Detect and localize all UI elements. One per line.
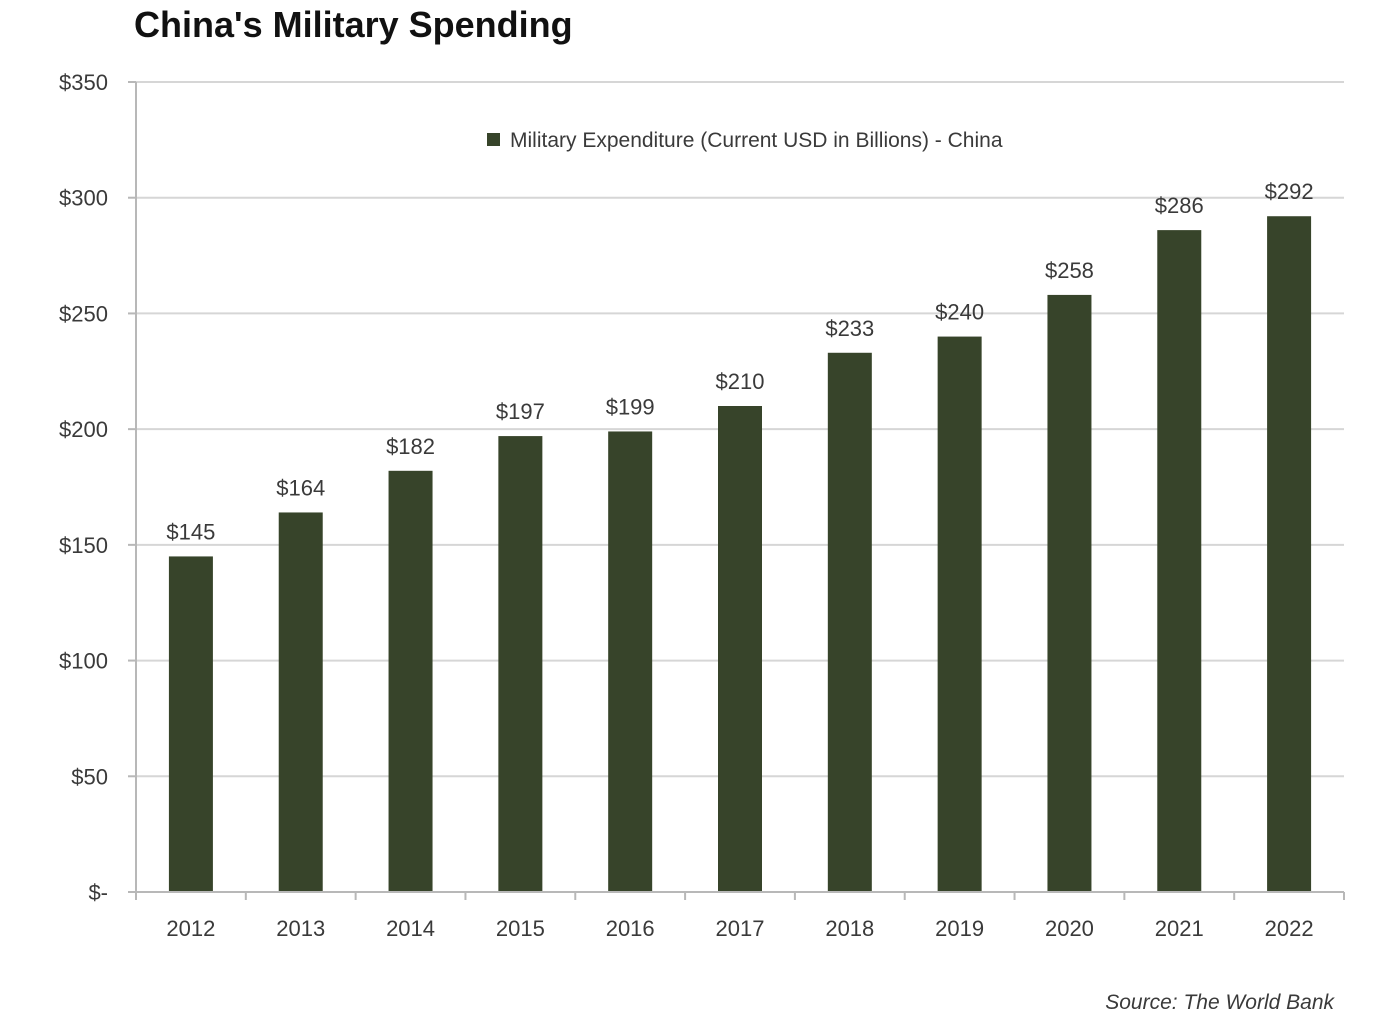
source-note: Source: The World Bank bbox=[1105, 991, 1335, 1014]
data-label: $199 bbox=[606, 394, 655, 419]
bar bbox=[1157, 230, 1202, 893]
x-tick-label: 2022 bbox=[1265, 916, 1314, 941]
x-tick-label: 2014 bbox=[386, 916, 435, 941]
bar bbox=[827, 352, 872, 892]
data-label: $164 bbox=[276, 475, 325, 500]
y-tick-label: $150 bbox=[59, 533, 108, 558]
x-tick-label: 2019 bbox=[935, 916, 984, 941]
x-tick-label: 2013 bbox=[276, 916, 325, 941]
data-label: $240 bbox=[935, 300, 984, 325]
data-label: $286 bbox=[1155, 193, 1204, 218]
data-label: $292 bbox=[1265, 179, 1314, 204]
data-labels: $145 $164 $182 $197 $199 $210 $233 $240 $258 $286… bbox=[166, 179, 1313, 544]
x-tick-label: 2020 bbox=[1045, 916, 1094, 941]
y-tick-label: $250 bbox=[59, 301, 108, 326]
x-axis-tick-labels: 2012 2013 2014 2015 2016 2017 2018 2019 2020 2021… bbox=[166, 916, 1313, 941]
chart-title: China's Military Spending bbox=[134, 4, 573, 45]
x-tick-label: 2015 bbox=[496, 916, 545, 941]
bar bbox=[498, 436, 543, 892]
y-tick-label: $- bbox=[88, 880, 108, 905]
y-tick-label: $300 bbox=[59, 186, 108, 211]
y-tick-label: $350 bbox=[59, 70, 108, 95]
data-label: $233 bbox=[825, 316, 874, 341]
legend-label: Military Expenditure (Current USD in Bil… bbox=[510, 129, 1003, 152]
y-axis-tick-labels: $- $50 $100 $150 $200 $250 $300 $350 bbox=[59, 70, 108, 905]
bar bbox=[278, 512, 323, 892]
data-label: $145 bbox=[166, 519, 215, 544]
x-tick-label: 2018 bbox=[825, 916, 874, 941]
x-tick-label: 2021 bbox=[1155, 916, 1204, 941]
bar bbox=[388, 470, 433, 892]
bar bbox=[937, 336, 982, 893]
bar bbox=[168, 556, 213, 892]
x-tick-label: 2017 bbox=[716, 916, 765, 941]
data-label: $197 bbox=[496, 399, 545, 424]
axes bbox=[128, 81, 1345, 900]
x-tick-label: 2012 bbox=[166, 916, 215, 941]
data-label: $182 bbox=[386, 434, 435, 459]
bars bbox=[168, 216, 1312, 893]
bar bbox=[1267, 216, 1312, 892]
x-tick-label: 2016 bbox=[606, 916, 655, 941]
y-tick-label: $50 bbox=[71, 764, 108, 789]
bar bbox=[718, 406, 762, 892]
y-tick-label: $100 bbox=[59, 649, 108, 674]
bar bbox=[1047, 294, 1092, 892]
bar bbox=[608, 431, 653, 892]
data-label: $258 bbox=[1045, 258, 1094, 283]
data-label: $210 bbox=[716, 369, 765, 394]
legend: Military Expenditure (Current USD in Bil… bbox=[487, 129, 1003, 152]
y-tick-label: $200 bbox=[59, 417, 108, 442]
legend-swatch bbox=[487, 133, 500, 146]
